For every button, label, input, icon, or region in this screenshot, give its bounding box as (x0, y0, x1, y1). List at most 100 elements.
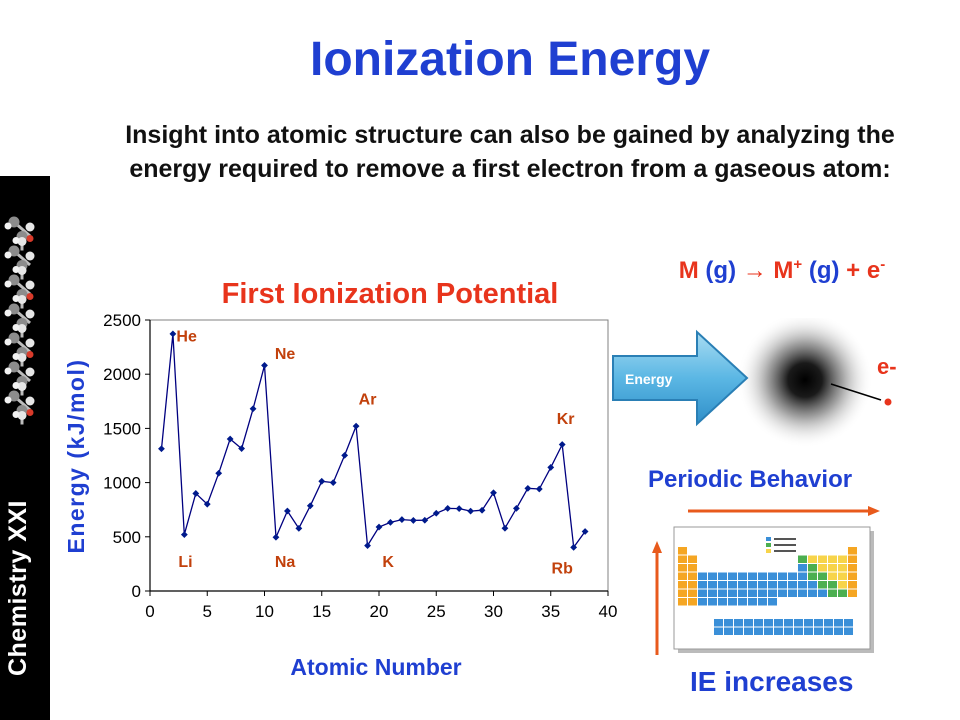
element-cell (734, 627, 743, 635)
element-cell (758, 589, 767, 597)
x-tick-label: 10 (255, 602, 274, 621)
data-point (295, 524, 303, 532)
element-cell (754, 627, 763, 635)
data-point (238, 445, 245, 452)
element-cell (838, 572, 847, 580)
molecule-atom (25, 367, 35, 377)
element-cell (808, 589, 817, 597)
element-cell (818, 581, 827, 589)
legend-line (774, 544, 796, 546)
x-tick-label: 15 (312, 602, 331, 621)
molecule-atom (12, 266, 20, 273)
molecule-atom (26, 235, 34, 242)
element-cell (804, 619, 813, 627)
electron-label: e- (877, 354, 897, 379)
element-cell (818, 555, 827, 563)
molecule-atom (4, 222, 12, 230)
energy-arrow-label: Energy (625, 371, 673, 387)
element-cell (838, 555, 847, 563)
data-point (272, 533, 280, 541)
molecule-atom (17, 324, 27, 333)
element-cell (758, 598, 767, 606)
molecule-atom (4, 309, 12, 317)
element-cell (738, 572, 747, 580)
element-cell (678, 598, 687, 606)
molecule-atom (25, 338, 35, 348)
ionization-equation: M (g) → M+ (g) + e- (612, 256, 952, 285)
x-tick-label: 5 (203, 602, 212, 621)
element-cell (774, 619, 783, 627)
element-cell (758, 572, 767, 580)
data-point (409, 517, 417, 524)
chart-y-axis-label: Energy (kJ/mol) (63, 358, 89, 553)
element-cell (688, 564, 697, 572)
molecule-atom (12, 382, 20, 389)
legend-swatch (766, 537, 771, 541)
data-point (306, 502, 314, 510)
element-cell (828, 555, 837, 563)
slide-title: Ionization Energy (309, 33, 711, 86)
molecule-atom (25, 222, 35, 232)
element-cell (828, 564, 837, 572)
periodic-table-icon (678, 537, 857, 635)
legend-line (774, 538, 796, 540)
element-cell (798, 581, 807, 589)
eq-ion: M (773, 257, 794, 284)
element-cell (818, 589, 827, 597)
data-point (490, 489, 497, 497)
data-point (524, 484, 532, 492)
legend-swatch (766, 549, 771, 553)
periodic-table-figure (652, 506, 880, 655)
molecule-atom (26, 351, 34, 358)
chart-x-axis-label: Atomic Number (290, 654, 461, 680)
element-cell (814, 627, 823, 635)
element-cell (718, 581, 727, 589)
element-cell (728, 572, 737, 580)
series-line (160, 333, 586, 550)
element-cell (768, 581, 777, 589)
data-point (570, 543, 578, 551)
element-cell (848, 572, 857, 580)
energy-arrow-icon (612, 329, 749, 427)
element-cell (748, 589, 757, 597)
element-cell (808, 572, 817, 580)
element-cell (734, 619, 743, 627)
electron-dot-icon (884, 398, 892, 406)
eq-electron: e (866, 257, 881, 284)
element-cell (838, 589, 847, 597)
element-cell (714, 619, 723, 627)
element-cell (778, 572, 787, 580)
element-cell (708, 589, 717, 597)
element-cell (848, 555, 857, 563)
element-cell (698, 598, 707, 606)
eq-gas-2: (g) (802, 257, 847, 284)
element-annotation: K (382, 554, 394, 571)
element-cell (718, 589, 727, 597)
data-point (558, 441, 566, 448)
element-cell (754, 619, 763, 627)
element-cell (798, 572, 807, 580)
data-point (226, 435, 234, 443)
data-point (513, 504, 520, 512)
element-cell (764, 627, 773, 635)
element-annotation: He (176, 329, 197, 346)
element-cell (698, 581, 707, 589)
element-cell (848, 589, 857, 597)
element-cell (688, 572, 697, 580)
data-point (432, 509, 440, 517)
element-cell (748, 581, 757, 589)
data-point (375, 523, 383, 531)
data-point (158, 445, 165, 453)
data-point (581, 528, 589, 535)
element-cell (688, 589, 697, 597)
element-cell (848, 581, 857, 589)
element-cell (678, 572, 687, 580)
molecule-atom (25, 396, 35, 406)
eq-plus: + (846, 257, 867, 284)
element-annotation: Rb (552, 561, 574, 578)
data-point (352, 422, 360, 430)
data-point (478, 506, 486, 514)
element-cell (834, 619, 843, 627)
data-point (547, 464, 555, 471)
element-cell (688, 581, 697, 589)
